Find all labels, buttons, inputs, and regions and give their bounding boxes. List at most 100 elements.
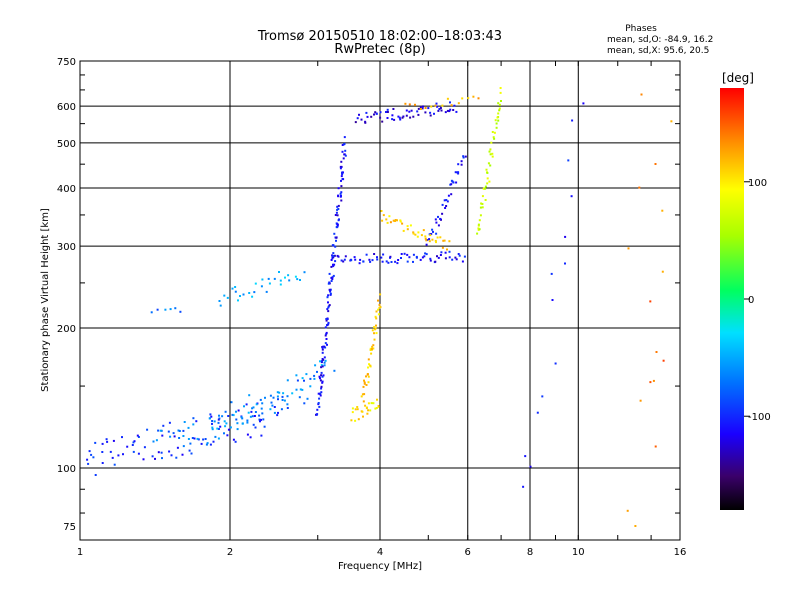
data-point-o-cusp-column: [333, 232, 336, 235]
data-point-spread-mid: [279, 279, 282, 282]
data-point-sparse-right-blue: [550, 272, 553, 275]
data-point-f2-o-trace: [373, 113, 375, 116]
data-point-f1-o-trace: [415, 256, 418, 259]
data-point-f2-o-rise: [464, 155, 467, 158]
data-point-x-mode-f2-rise: [498, 109, 501, 112]
data-point-x-mode-f2-rise: [489, 153, 492, 156]
data-point-e-layer-trace: [270, 401, 273, 404]
data-point-f1-o-trace: [403, 252, 406, 255]
data-point-o-cusp-column: [329, 293, 332, 296]
data-point-f1-o-trace: [371, 259, 374, 262]
data-point-f2-o-trace: [429, 111, 432, 114]
data-point-sparse-right-orange: [626, 509, 629, 512]
data-point-x-mode-column: [379, 306, 382, 309]
data-point-x-mode-f2-top: [472, 95, 475, 98]
data-point-o-cusp-column: [329, 288, 332, 291]
data-point-o-cusp-column: [336, 205, 339, 208]
data-point-f2-o-rise: [435, 232, 438, 235]
data-point-x-mode-low: [357, 418, 360, 421]
data-point-f2-o-rise: [452, 181, 455, 184]
data-point-f2-o-trace: [354, 121, 357, 124]
data-point-x-mode-f2-rise: [493, 131, 496, 134]
data-point-x-mode-f1: [436, 236, 439, 239]
data-point-o-cusp-column: [335, 211, 338, 214]
data-point-x-mode-low: [365, 407, 368, 410]
data-point-f2-o-rise: [441, 203, 444, 206]
data-point-x-mode-f2-rise: [489, 164, 492, 167]
data-point-f2-o-trace: [402, 115, 405, 118]
data-point-f2-o-trace: [366, 115, 369, 118]
data-point-x-mode-low: [362, 415, 364, 418]
data-point-x-mode-column: [375, 317, 378, 320]
data-point-x-mode-f2-rise: [497, 119, 500, 122]
data-point-low-band-mid: [235, 410, 237, 413]
data-point-ground-scatter-low: [132, 450, 135, 453]
x-tick-label: 1: [77, 547, 83, 558]
data-point-ground-scatter-low: [92, 456, 95, 459]
data-point-f1-o-trace: [344, 255, 347, 258]
data-point-o-cusp-column: [319, 394, 322, 397]
data-point-x-mode-f2-rise: [499, 87, 502, 89]
data-point-ground-scatter-low: [101, 451, 104, 453]
data-points: [86, 87, 673, 527]
data-point-f1-o-trace: [373, 253, 376, 255]
data-point-o-cusp-column: [340, 160, 343, 163]
data-point-x-mode-f1: [396, 219, 398, 222]
data-point-x-mode-f2-rise: [489, 148, 492, 151]
data-point-low-band-mid: [192, 423, 195, 426]
data-point-ground-scatter-low: [111, 456, 114, 459]
data-point-f2-o-trace: [429, 114, 432, 117]
data-point-ground-scatter-low: [131, 444, 134, 446]
data-point-e-layer-trace: [261, 402, 264, 405]
data-point-low-band-mid: [178, 430, 181, 432]
data-point-f1-o-trace: [390, 261, 393, 263]
data-point-ground-scatter-low: [217, 418, 220, 421]
data-point-spread-mid: [288, 279, 291, 282]
data-point-f2-o-trace: [439, 107, 442, 109]
data-point-o-cusp-column: [328, 304, 331, 307]
data-point-o-cusp-column: [339, 192, 342, 195]
data-point-f1-o-trace: [340, 259, 343, 262]
data-point-x-mode-low: [351, 411, 354, 414]
data-point-spread-mid: [251, 295, 254, 298]
data-point-f2-o-rise: [430, 233, 433, 235]
data-point-o-cusp-column: [320, 385, 323, 388]
data-point-o-cusp-column: [322, 374, 325, 377]
data-point-f1-o-trace: [448, 250, 451, 253]
legend-title: Phases: [625, 24, 657, 34]
data-point-low-band-mid: [251, 407, 254, 410]
data-point-x-mode-column: [377, 313, 380, 316]
data-point-f2-o-trace: [410, 109, 413, 112]
data-point-ground-scatter-low: [168, 450, 171, 453]
data-point-o-cusp-column: [333, 263, 336, 266]
data-point-spread-mid: [223, 294, 226, 297]
data-point-sparse-right-blue: [571, 119, 574, 122]
data-point-x-mode-column: [374, 328, 376, 331]
data-point-x-mode-column: [378, 303, 381, 306]
data-point-low-band-mid: [313, 374, 316, 377]
data-point-spread-mid: [226, 296, 229, 299]
data-point-e-layer-trace: [260, 407, 263, 410]
data-point-f2-o-trace: [370, 115, 373, 118]
data-point-f1-o-trace: [337, 255, 340, 258]
data-point-x-mode-f2-rise: [499, 91, 502, 94]
data-point-x-mode-column: [373, 326, 376, 329]
data-point-o-cusp-column: [317, 402, 320, 404]
data-point-f-spread-low: [169, 308, 172, 311]
data-point-o-cusp-column: [326, 343, 328, 346]
data-point-e-layer-trace: [283, 399, 286, 402]
data-point-x-mode-f2-rise: [487, 162, 490, 165]
data-point-f2-o-trace: [392, 108, 395, 110]
data-point-f1-o-trace: [394, 260, 397, 263]
x-tick-label: 2: [227, 547, 233, 558]
data-point-f2-o-trace: [435, 102, 438, 105]
data-point-x-mode-f1: [401, 222, 404, 225]
data-point-sparse-right-blue: [582, 102, 585, 105]
data-point-sparse-right-blue: [564, 235, 567, 238]
data-point-e-layer-trace: [241, 422, 244, 425]
data-point-f1-o-trace: [400, 257, 402, 259]
data-point-f2-o-trace: [433, 112, 435, 115]
data-point-x-mode-f1: [392, 219, 395, 222]
data-point-x-mode-f2-top: [467, 97, 470, 100]
